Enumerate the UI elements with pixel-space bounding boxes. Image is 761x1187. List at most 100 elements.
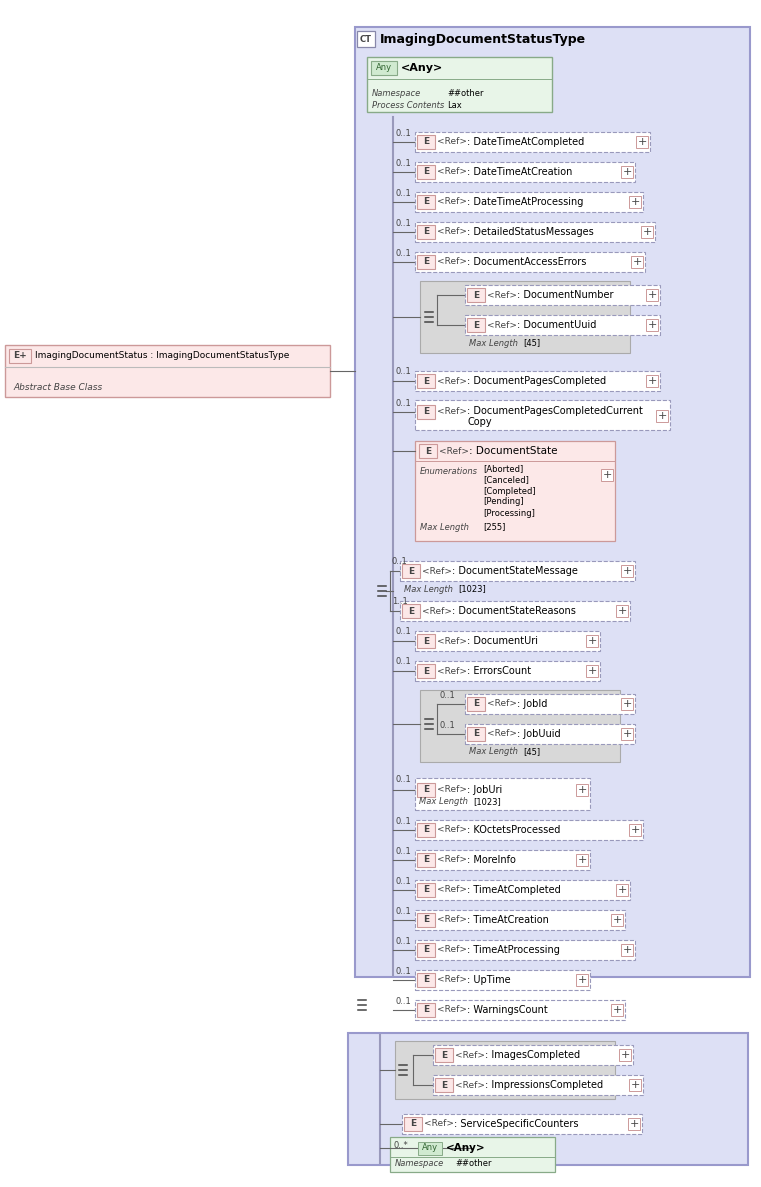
Bar (465, 694, 635, 715)
Bar (415, 631, 600, 650)
Text: 0..1: 0..1 (395, 400, 411, 408)
Bar (417, 226, 435, 239)
Text: E+: E+ (13, 351, 27, 361)
Text: : DocumentAccessErrors: : DocumentAccessErrors (467, 258, 587, 267)
Bar (9, 349, 31, 363)
Bar (402, 604, 420, 618)
Text: <Any>: <Any> (401, 63, 443, 72)
Bar (417, 783, 435, 796)
Bar (355, 27, 750, 977)
Text: +: + (622, 167, 632, 177)
Bar (395, 1041, 615, 1099)
Text: <Ref>: <Ref> (487, 699, 517, 709)
Text: E: E (423, 138, 429, 146)
Bar (415, 999, 625, 1020)
Bar (576, 783, 588, 796)
Bar (646, 319, 658, 331)
Text: Process Contents: Process Contents (372, 101, 444, 109)
Text: +: + (648, 320, 657, 330)
Bar (415, 161, 635, 182)
Text: E: E (423, 666, 429, 675)
Text: 0..1: 0..1 (392, 558, 408, 566)
Text: E: E (423, 228, 429, 236)
Bar (628, 1118, 640, 1130)
Text: 0..1: 0..1 (439, 691, 455, 699)
Bar (641, 226, 653, 239)
Bar (415, 940, 635, 960)
Text: 0..1: 0..1 (395, 658, 411, 666)
Text: E: E (473, 291, 479, 299)
Text: Max Length: Max Length (469, 748, 518, 756)
Text: 0..1: 0..1 (395, 775, 411, 785)
Text: +: + (578, 785, 587, 795)
Bar (601, 469, 613, 481)
Text: <Ref>: <Ref> (437, 825, 467, 834)
Text: E: E (410, 1119, 416, 1129)
Bar (611, 1004, 623, 1016)
Bar (621, 944, 633, 956)
Text: +: + (658, 411, 667, 421)
Text: E: E (423, 856, 429, 864)
Bar (465, 315, 660, 335)
Text: E: E (408, 566, 414, 576)
Text: E: E (473, 730, 479, 738)
Text: +: + (622, 945, 632, 956)
Text: CT: CT (360, 34, 372, 44)
Text: +: + (632, 258, 642, 267)
Text: : ServiceSpecificCounters: : ServiceSpecificCounters (454, 1119, 578, 1129)
Bar (415, 820, 643, 840)
Text: 1..1: 1..1 (392, 597, 408, 607)
Text: 0..1: 0..1 (439, 721, 455, 730)
Bar (417, 165, 435, 179)
Text: : WarningsCount: : WarningsCount (467, 1005, 548, 1015)
Bar (656, 410, 668, 423)
Bar (417, 634, 435, 648)
Text: E: E (423, 786, 429, 794)
Text: : JobUri: : JobUri (467, 785, 502, 795)
Text: +: + (587, 666, 597, 677)
Bar (611, 914, 623, 926)
Text: [45]: [45] (523, 748, 540, 756)
Text: <Ref>: <Ref> (437, 666, 467, 675)
Bar (465, 285, 660, 305)
Bar (418, 1142, 442, 1155)
Text: : UpTime: : UpTime (467, 975, 511, 985)
Bar (417, 195, 435, 209)
Bar (616, 884, 628, 896)
Text: : DocumentState: : DocumentState (469, 446, 558, 456)
Bar (467, 318, 485, 332)
Text: E: E (441, 1080, 447, 1090)
Text: <Ref>: <Ref> (487, 320, 517, 330)
Bar (636, 137, 648, 148)
Bar (417, 913, 435, 927)
Text: : ImagesCompleted: : ImagesCompleted (485, 1050, 580, 1060)
Text: E: E (425, 446, 431, 456)
Bar (417, 942, 435, 957)
Text: E: E (423, 197, 429, 207)
Text: 0..1: 0..1 (395, 159, 411, 167)
Text: : MoreInfo: : MoreInfo (467, 855, 516, 865)
Bar (415, 132, 650, 152)
Bar (417, 374, 435, 388)
Text: : DocumentNumber: : DocumentNumber (517, 290, 613, 300)
Text: : DateTimeAtProcessing: : DateTimeAtProcessing (467, 197, 584, 207)
Text: +: + (617, 607, 627, 616)
Text: <Ref>: <Ref> (437, 407, 467, 417)
Text: E: E (423, 636, 429, 646)
Text: Namespace: Namespace (372, 89, 422, 99)
Text: 0..1: 0..1 (395, 907, 411, 915)
Text: Lax: Lax (447, 101, 462, 109)
Text: Namespace: Namespace (395, 1160, 444, 1168)
Bar (586, 665, 598, 677)
Text: <Ref>: <Ref> (437, 636, 467, 646)
Bar (415, 192, 643, 212)
Text: <Ref>: <Ref> (422, 607, 452, 616)
Text: 0..*: 0..* (394, 1141, 409, 1149)
Text: 0..1: 0..1 (395, 966, 411, 976)
Text: +: + (630, 197, 640, 207)
Text: 0..1: 0..1 (395, 128, 411, 138)
Text: Enumerations: Enumerations (420, 466, 478, 476)
Text: [Processing]: [Processing] (483, 508, 535, 518)
Bar (467, 288, 485, 301)
Text: [Aborted]: [Aborted] (483, 464, 524, 474)
